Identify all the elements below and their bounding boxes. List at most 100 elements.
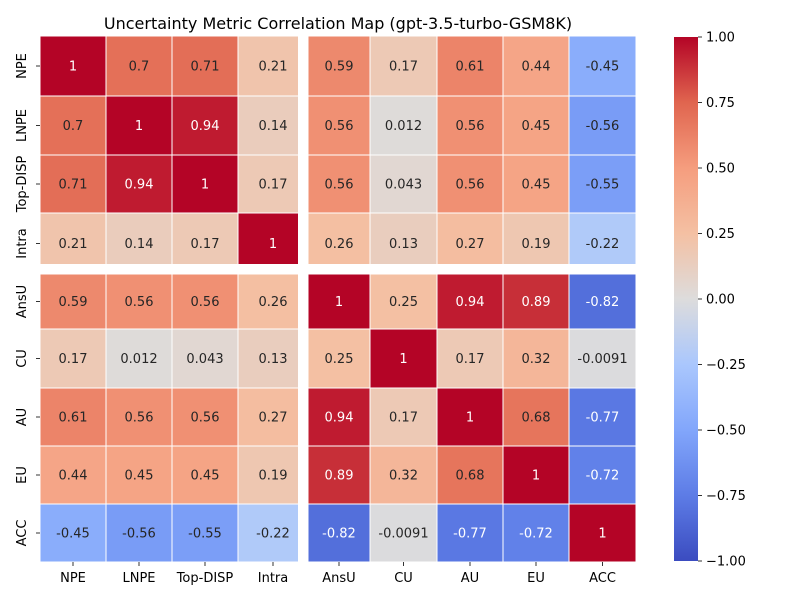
cell-value-label: -0.45 bbox=[586, 60, 620, 75]
cell-value-label: 0.27 bbox=[456, 237, 485, 252]
heatmap-cell-npe-lnpe bbox=[105, 35, 173, 97]
y-tick-label: CU bbox=[15, 349, 30, 368]
colorbar-tick-label: 0.75 bbox=[706, 96, 735, 111]
cell-value-label: 0.13 bbox=[259, 352, 288, 367]
cell-value-label: 0.26 bbox=[259, 295, 288, 310]
heatmap-cell-eu-au bbox=[436, 445, 504, 505]
cell-value-label: -0.55 bbox=[188, 527, 222, 542]
cell-value-label: 1 bbox=[466, 411, 474, 426]
y-tick-label: AU bbox=[15, 408, 30, 426]
heatmap-cell-lnpe-ansu bbox=[307, 95, 371, 156]
cell-value-label: 0.21 bbox=[59, 237, 88, 252]
cell-value-label: 0.44 bbox=[59, 469, 88, 484]
cell-value-label: 0.59 bbox=[59, 295, 88, 310]
y-tick-labels: NPE LNPE Top-DISP Intra AnsU CU AU EU ACC bbox=[15, 53, 40, 546]
heatmap-cell-intra-acc bbox=[568, 212, 637, 275]
x-tick-label: AU bbox=[461, 571, 479, 586]
cell-value-label: 0.56 bbox=[325, 119, 354, 134]
cell-value-label: 0.21 bbox=[259, 60, 288, 75]
colorbar-tick-label: 1.00 bbox=[706, 31, 735, 46]
cell-value-label: 0.19 bbox=[522, 237, 551, 252]
cell-value-label: 0.61 bbox=[59, 411, 88, 426]
y-tick-label: EU bbox=[15, 466, 30, 484]
cell-value-label: 0.45 bbox=[522, 119, 551, 134]
cell-value-label: 0.32 bbox=[522, 352, 551, 367]
heatmap-cell-cu-eu bbox=[502, 328, 570, 389]
cell-value-label: -0.72 bbox=[586, 469, 620, 484]
cell-value-label: 0.56 bbox=[125, 411, 154, 426]
heatmap-cell-lnpe-eu bbox=[502, 95, 570, 156]
heatmap-cell-intra-lnpe bbox=[105, 212, 173, 275]
cell-value-label: 0.17 bbox=[456, 352, 485, 367]
heatmap-cell-acc-cu bbox=[369, 503, 438, 563]
colorbar: 1.00 0.75 0.50 0.25 0.00 −0.25 −0.50 −0.75 −1.00 bbox=[674, 31, 746, 570]
heatmap-cell-npe-eu bbox=[502, 35, 570, 97]
cell-value-label: 0.56 bbox=[456, 178, 485, 193]
x-tick-labels: NPE LNPE Top-DISP Intra AnsU CU AU EU ACC bbox=[60, 562, 616, 586]
cell-value-label: 0.043 bbox=[186, 352, 223, 367]
heatmap-cell-npe-cu bbox=[369, 35, 438, 97]
heatmap-cell-cu-npe bbox=[39, 328, 107, 389]
cell-value-label: 0.45 bbox=[125, 469, 154, 484]
cell-value-label: 0.14 bbox=[125, 237, 154, 252]
cell-value-label: 0.94 bbox=[456, 295, 485, 310]
heatmap-cell-ansu-acc bbox=[568, 273, 637, 330]
heatmap-cell-top-disp-top-disp bbox=[171, 154, 239, 214]
y-tick-label: Top-DISP bbox=[15, 156, 30, 214]
cell-value-label: 1 bbox=[135, 119, 143, 134]
x-tick-label: NPE bbox=[60, 571, 86, 586]
colorbar-tick-label: −0.25 bbox=[706, 358, 746, 373]
cell-value-label: 0.68 bbox=[456, 469, 485, 484]
cell-value-label: 0.14 bbox=[259, 119, 288, 134]
cell-value-label: -0.22 bbox=[586, 237, 620, 252]
cell-value-label: -0.82 bbox=[322, 527, 356, 542]
heatmap-cell-lnpe-au bbox=[436, 95, 504, 156]
cell-value-label: 1 bbox=[201, 178, 209, 193]
y-tick-label: ACC bbox=[15, 520, 30, 547]
heatmap-cell-cu-acc bbox=[568, 328, 637, 389]
heatmap-cell-cu-top-disp bbox=[171, 328, 239, 389]
heatmap-cell-acc-intra bbox=[237, 503, 309, 563]
chart-title: Uncertainty Metric Correlation Map (gpt-… bbox=[104, 14, 572, 33]
cell-value-label: 0.94 bbox=[125, 178, 154, 193]
heatmap-cell-eu-top-disp bbox=[171, 445, 239, 505]
colorbar-tick-label: −0.75 bbox=[706, 489, 746, 504]
cell-value-label: 0.71 bbox=[191, 60, 220, 75]
cell-value-label: 0.19 bbox=[259, 469, 288, 484]
cell-value-label: 0.012 bbox=[120, 352, 157, 367]
heatmap-cell-intra-npe bbox=[39, 212, 107, 275]
cell-value-label: 1 bbox=[532, 469, 540, 484]
heatmap-cell-eu-cu bbox=[369, 445, 438, 505]
cell-value-label: 0.043 bbox=[385, 178, 422, 193]
heatmap-cells: 1 0.7 0.71 0.21 0.59 0.17 0.61 0.44 -0.450.7 1 0.9… bbox=[39, 35, 637, 563]
heatmap-cell-cu-ansu bbox=[307, 328, 371, 389]
x-tick-label: Top-DISP bbox=[176, 571, 234, 586]
cell-value-label: 0.45 bbox=[191, 469, 220, 484]
cell-value-label: 0.27 bbox=[259, 411, 288, 426]
colorbar-tick-label: 0.00 bbox=[706, 293, 735, 308]
heatmap-cell-cu-intra bbox=[237, 328, 309, 389]
x-tick-label: ACC bbox=[589, 571, 616, 586]
cell-value-label: 1 bbox=[598, 527, 606, 542]
cell-value-label: 0.89 bbox=[325, 469, 354, 484]
heatmap-cell-eu-npe bbox=[39, 445, 107, 505]
heatmap-cell-top-disp-ansu bbox=[307, 154, 371, 214]
heatmap-cell-top-disp-acc bbox=[568, 154, 637, 214]
cell-value-label: 0.94 bbox=[325, 411, 354, 426]
cell-value-label: -0.77 bbox=[453, 527, 487, 542]
heatmap-cell-npe-intra bbox=[237, 35, 309, 97]
cell-value-label: 0.94 bbox=[191, 119, 220, 134]
heatmap-cell-top-disp-au bbox=[436, 154, 504, 214]
heatmap-cell-eu-acc bbox=[568, 445, 637, 505]
cell-value-label: 0.89 bbox=[522, 295, 551, 310]
x-tick-label: LNPE bbox=[122, 571, 155, 586]
cell-value-label: 0.7 bbox=[129, 60, 150, 75]
cell-value-label: -0.72 bbox=[519, 527, 553, 542]
heatmap-cell-lnpe-top-disp bbox=[171, 95, 239, 156]
heatmap-cell-acc-acc bbox=[568, 503, 637, 563]
cell-value-label: -0.77 bbox=[586, 411, 620, 426]
heatmap-cell-au-au bbox=[436, 387, 504, 447]
heatmap-cell-au-lnpe bbox=[105, 387, 173, 447]
cell-value-label: 1 bbox=[399, 352, 407, 367]
